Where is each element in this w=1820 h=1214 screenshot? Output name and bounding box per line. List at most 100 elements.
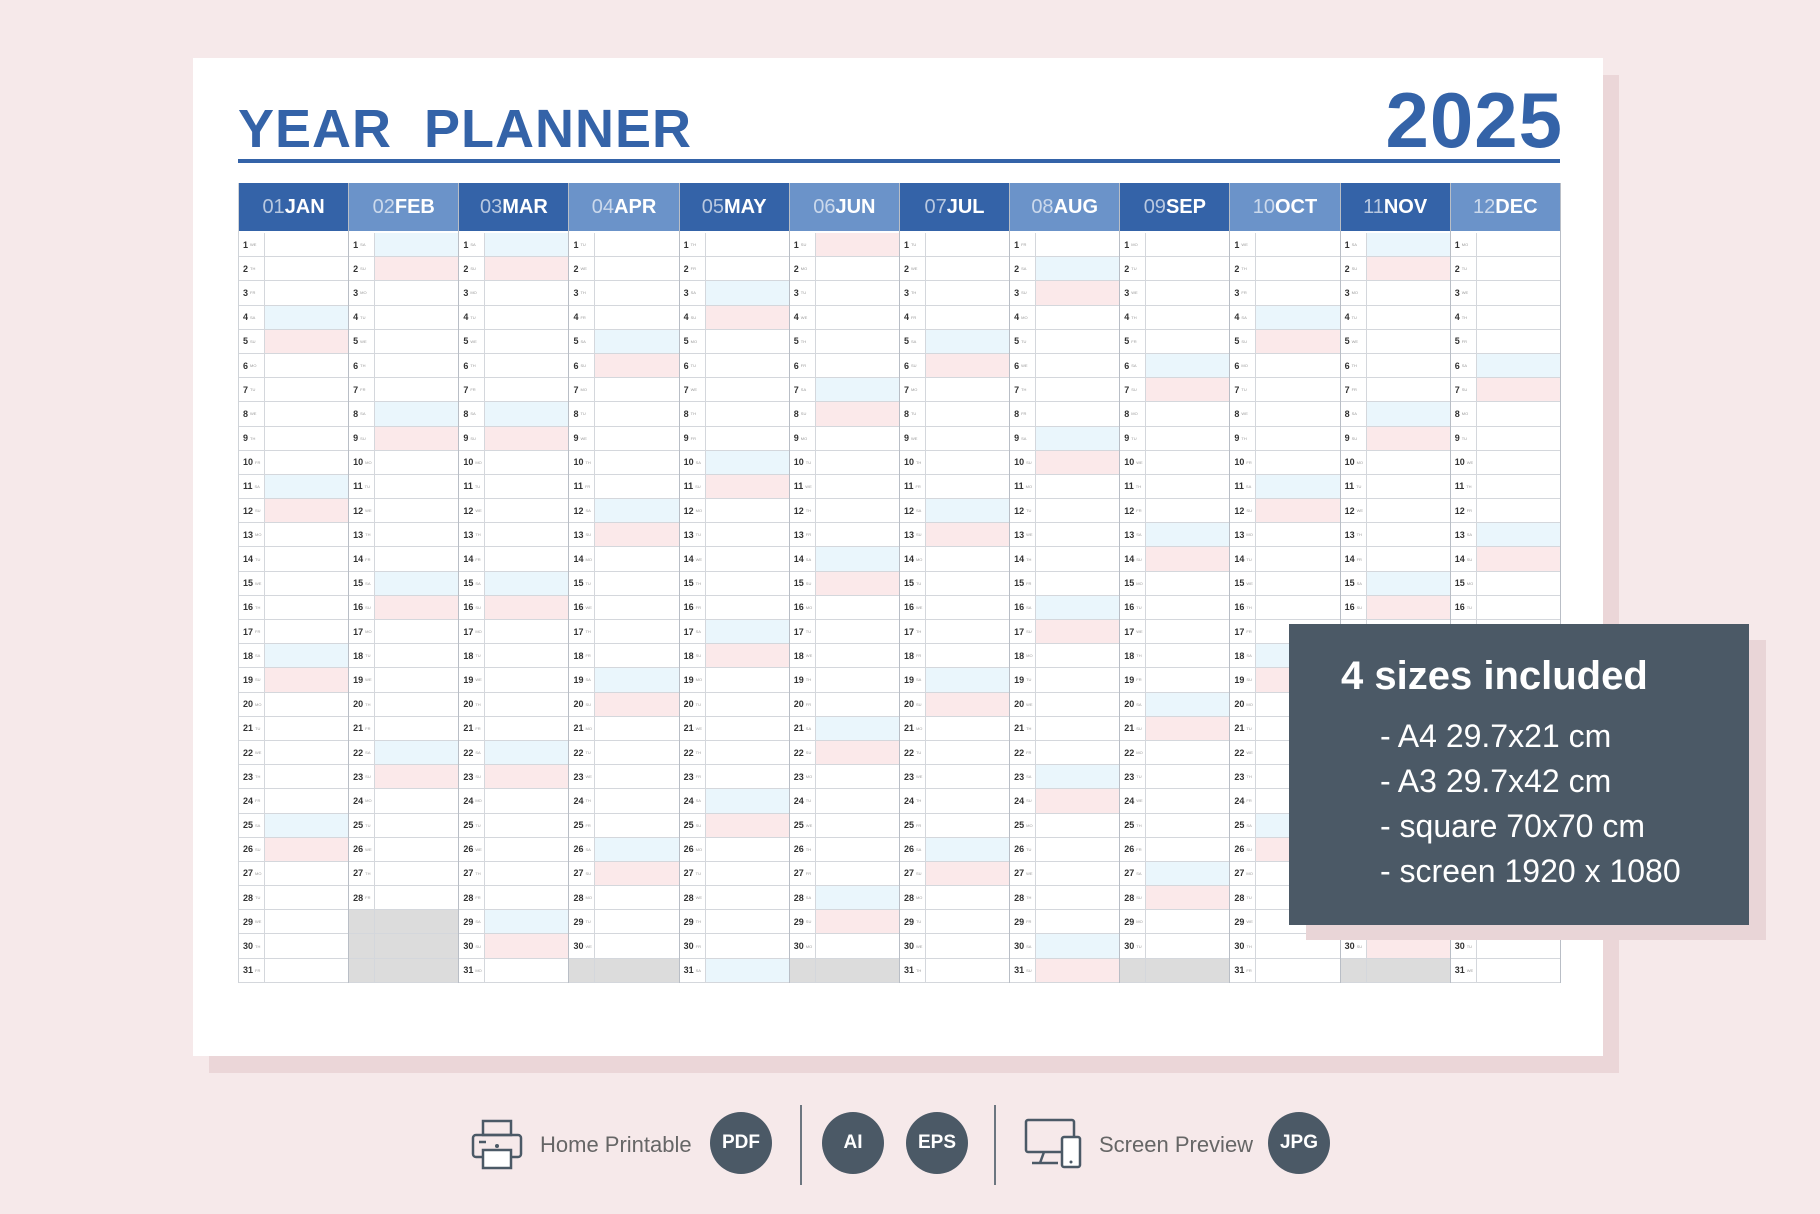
day-cell[interactable]	[1036, 475, 1119, 498]
day-cell[interactable]	[816, 693, 899, 716]
day-cell[interactable]	[1366, 233, 1450, 257]
day-cell[interactable]	[925, 861, 1010, 886]
day-cell[interactable]	[1036, 789, 1120, 813]
day-cell[interactable]	[925, 523, 1010, 547]
day-cell[interactable]	[815, 716, 899, 740]
day-cell[interactable]	[485, 959, 568, 982]
day-cell[interactable]	[375, 620, 458, 643]
day-cell[interactable]	[1256, 281, 1339, 304]
day-cell[interactable]	[595, 378, 678, 401]
day-cell[interactable]	[1036, 523, 1119, 546]
day-cell[interactable]	[265, 668, 349, 692]
day-cell[interactable]	[706, 862, 789, 885]
day-cell[interactable]	[485, 402, 569, 426]
day-cell[interactable]	[816, 789, 899, 812]
day-cell[interactable]	[705, 789, 789, 813]
day-cell[interactable]	[265, 596, 348, 619]
day-cell[interactable]	[1477, 257, 1560, 280]
day-cell[interactable]	[265, 451, 348, 474]
day-cell[interactable]	[375, 354, 458, 377]
day-cell[interactable]	[926, 451, 1009, 474]
day-cell[interactable]	[1256, 305, 1340, 329]
day-cell[interactable]	[926, 814, 1009, 837]
day-cell[interactable]	[265, 837, 349, 861]
day-cell[interactable]	[595, 523, 679, 547]
day-cell[interactable]	[1036, 838, 1119, 861]
day-cell[interactable]	[1476, 547, 1560, 571]
day-cell[interactable]	[926, 427, 1009, 450]
day-cell[interactable]	[816, 814, 899, 837]
day-cell[interactable]	[595, 427, 678, 450]
day-cell[interactable]	[375, 765, 459, 789]
day-cell[interactable]	[485, 862, 568, 885]
day-cell[interactable]	[595, 475, 678, 498]
day-cell[interactable]	[815, 886, 899, 910]
day-cell[interactable]	[1036, 741, 1119, 764]
day-cell[interactable]	[1146, 523, 1230, 547]
day-cell[interactable]	[485, 547, 568, 570]
day-cell[interactable]	[705, 450, 789, 474]
day-cell[interactable]	[1036, 693, 1119, 716]
day-cell[interactable]	[265, 499, 349, 523]
day-cell[interactable]	[1036, 595, 1120, 619]
day-cell[interactable]	[1036, 402, 1119, 425]
day-cell[interactable]	[265, 886, 348, 909]
day-cell[interactable]	[375, 475, 458, 498]
day-cell[interactable]	[265, 862, 348, 885]
day-cell[interactable]	[265, 959, 348, 982]
day-cell[interactable]	[1036, 644, 1119, 667]
day-cell[interactable]	[816, 668, 899, 691]
day-cell[interactable]	[706, 741, 789, 764]
day-cell[interactable]	[1367, 306, 1450, 329]
day-cell[interactable]	[706, 717, 789, 740]
day-cell[interactable]	[1036, 717, 1119, 740]
day-cell[interactable]	[595, 596, 678, 619]
day-cell[interactable]	[375, 571, 459, 595]
day-cell[interactable]	[926, 741, 1009, 764]
day-cell[interactable]	[375, 740, 459, 765]
day-cell[interactable]	[1146, 281, 1229, 304]
day-cell[interactable]	[815, 233, 899, 257]
day-cell[interactable]	[485, 257, 569, 281]
day-cell[interactable]	[706, 934, 789, 957]
day-cell[interactable]	[265, 620, 348, 643]
day-cell[interactable]	[595, 402, 678, 425]
day-cell[interactable]	[1367, 281, 1450, 304]
day-cell[interactable]	[1036, 814, 1119, 837]
day-cell[interactable]	[375, 378, 458, 401]
day-cell[interactable]	[375, 644, 458, 667]
day-cell[interactable]	[816, 523, 899, 546]
day-cell[interactable]	[705, 474, 789, 499]
day-cell[interactable]	[595, 886, 678, 909]
day-cell[interactable]	[1477, 402, 1560, 425]
day-cell[interactable]	[926, 402, 1009, 425]
day-cell[interactable]	[1256, 257, 1339, 280]
day-cell[interactable]	[706, 693, 789, 716]
day-cell[interactable]	[816, 427, 899, 450]
day-cell[interactable]	[1036, 450, 1120, 474]
day-cell[interactable]	[706, 910, 789, 933]
day-cell[interactable]	[265, 813, 349, 837]
day-cell[interactable]	[926, 717, 1009, 740]
day-cell[interactable]	[706, 402, 789, 425]
day-cell[interactable]	[1146, 547, 1230, 571]
day-cell[interactable]	[1477, 281, 1560, 304]
day-cell[interactable]	[485, 838, 568, 861]
day-cell[interactable]	[816, 644, 899, 667]
day-cell[interactable]	[375, 668, 458, 691]
day-cell[interactable]	[706, 499, 789, 522]
day-cell[interactable]	[1477, 959, 1560, 982]
day-cell[interactable]	[926, 281, 1009, 304]
day-cell[interactable]	[1256, 402, 1339, 425]
day-cell[interactable]	[926, 959, 1009, 982]
day-cell[interactable]	[706, 765, 789, 788]
day-cell[interactable]	[485, 717, 568, 740]
day-cell[interactable]	[1036, 547, 1119, 570]
day-cell[interactable]	[595, 451, 678, 474]
day-cell[interactable]	[595, 281, 678, 304]
day-cell[interactable]	[485, 934, 569, 958]
day-cell[interactable]	[595, 644, 678, 667]
day-cell[interactable]	[1256, 451, 1339, 474]
day-cell[interactable]	[925, 837, 1010, 861]
day-cell[interactable]	[1366, 257, 1450, 281]
